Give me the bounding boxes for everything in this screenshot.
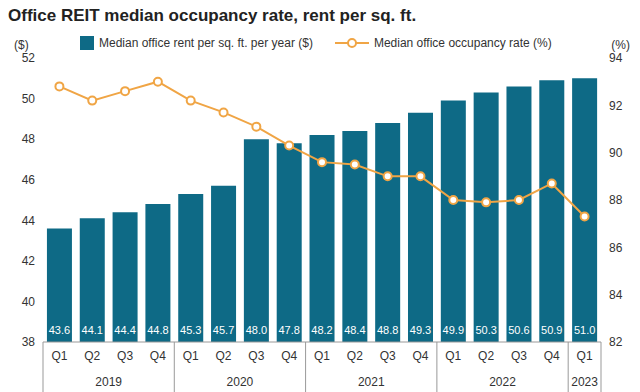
svg-text:45.3: 45.3 [180, 324, 201, 336]
svg-text:44.1: 44.1 [82, 324, 103, 336]
svg-text:Q3: Q3 [117, 349, 133, 363]
svg-text:Q4: Q4 [412, 349, 428, 363]
svg-text:42: 42 [22, 254, 36, 268]
svg-text:2023: 2023 [571, 375, 598, 389]
svg-text:Q1: Q1 [183, 349, 199, 363]
svg-text:Q2: Q2 [216, 349, 232, 363]
svg-text:84: 84 [609, 288, 623, 302]
svg-text:90: 90 [609, 146, 623, 160]
svg-text:88: 88 [609, 193, 623, 207]
svg-text:44.8: 44.8 [147, 324, 168, 336]
html-text:Office REIT median occupancy r: Office REIT median occupancy rate, rent … [8, 6, 417, 25]
svg-text:Q2: Q2 [347, 349, 363, 363]
svg-text:2020: 2020 [227, 375, 254, 389]
svg-text:48.4: 48.4 [344, 324, 365, 336]
svg-text:Q1: Q1 [445, 349, 461, 363]
svg-text:Q2: Q2 [478, 349, 494, 363]
svg-text:82: 82 [609, 335, 623, 349]
svg-text:48.2: 48.2 [311, 324, 332, 336]
svg-text:49.9: 49.9 [443, 324, 464, 336]
svg-text:2021: 2021 [358, 375, 385, 389]
svg-text:50.6: 50.6 [508, 324, 529, 336]
svg-text:86: 86 [609, 241, 623, 255]
svg-text:52: 52 [22, 51, 36, 65]
svg-text:43.6: 43.6 [49, 324, 70, 336]
svg-text:2022: 2022 [489, 375, 516, 389]
svg-text:48.0: 48.0 [246, 324, 267, 336]
svg-text:50.9: 50.9 [541, 324, 562, 336]
svg-text:46: 46 [22, 173, 36, 187]
svg-text:2019: 2019 [95, 375, 122, 389]
svg-text:Q1: Q1 [314, 349, 330, 363]
html-text:Median office occupancy rate (: Median office occupancy rate (%) [373, 36, 552, 50]
svg-text:Q3: Q3 [380, 349, 396, 363]
svg-text:Q4: Q4 [544, 349, 560, 363]
svg-text:92: 92 [609, 99, 623, 113]
svg-text:44.4: 44.4 [114, 324, 135, 336]
svg-text:Q1: Q1 [51, 349, 67, 363]
svg-text:50.3: 50.3 [475, 324, 496, 336]
svg-text:Q4: Q4 [150, 349, 166, 363]
svg-text:45.7: 45.7 [213, 324, 234, 336]
svg-text:Q2: Q2 [84, 349, 100, 363]
html-text:Median office rent per sq. ft.: Median office rent per sq. ft. per year … [99, 36, 313, 50]
svg-text:40: 40 [22, 295, 36, 309]
svg-text:Q3: Q3 [248, 349, 264, 363]
svg-text:51.0: 51.0 [574, 324, 595, 336]
svg-text:Q4: Q4 [281, 349, 297, 363]
svg-text:38: 38 [22, 335, 36, 349]
svg-text:Q1: Q1 [577, 349, 593, 363]
svg-text:48.8: 48.8 [377, 324, 398, 336]
svg-text:94: 94 [609, 51, 623, 65]
svg-text:44: 44 [22, 214, 36, 228]
svg-text:50: 50 [22, 92, 36, 106]
svg-text:47.8: 47.8 [278, 324, 299, 336]
svg-text:48: 48 [22, 132, 36, 146]
svg-text:49.3: 49.3 [410, 324, 431, 336]
svg-text:Q3: Q3 [511, 349, 527, 363]
